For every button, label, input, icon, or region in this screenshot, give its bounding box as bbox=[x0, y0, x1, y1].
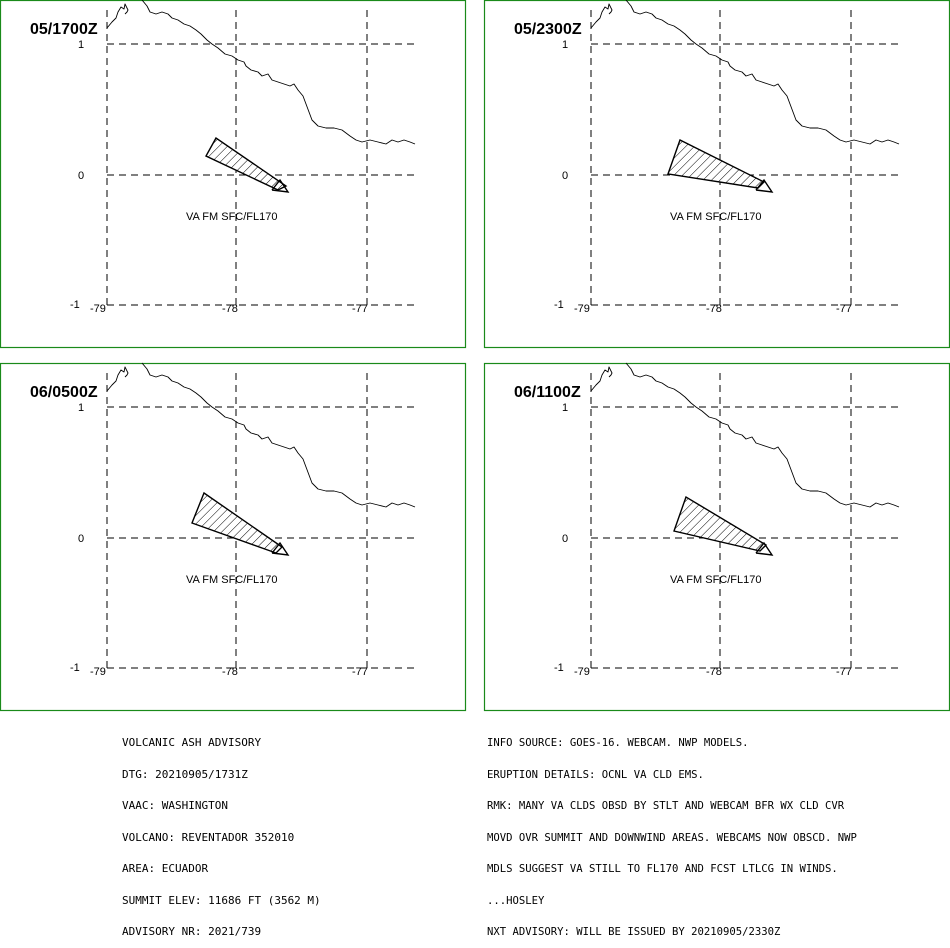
panel-frame bbox=[0, 0, 467, 349]
panel-time: 05/1700Z bbox=[30, 21, 98, 38]
lon-tick: -77 bbox=[352, 303, 368, 315]
lon-tick: -77 bbox=[836, 303, 852, 315]
advisory-line: VOLCANO: REVENTADOR 352010 bbox=[122, 830, 295, 844]
coastline bbox=[590, 0, 900, 145]
lat-tick: -1 bbox=[70, 662, 80, 674]
lat-tick: 0 bbox=[562, 170, 568, 182]
lon-tick: -79 bbox=[574, 666, 590, 678]
volcano-marker bbox=[271, 178, 290, 193]
lat-tick: 0 bbox=[78, 170, 84, 182]
advisory-line: MDLS SUGGEST VA STILL TO FL170 AND FCST … bbox=[487, 863, 838, 875]
forecast-panel: 06/1100Z VA FM SFC/FL170 1 0 -1 -79 -78 … bbox=[483, 362, 950, 712]
lon-tick: -79 bbox=[90, 666, 106, 678]
lon-tick: -77 bbox=[836, 666, 852, 678]
panel-time: 06/1100Z bbox=[514, 384, 581, 401]
lat-tick: 1 bbox=[562, 402, 568, 414]
lon-tick: -78 bbox=[706, 303, 722, 315]
volcano-marker bbox=[755, 178, 774, 193]
advisory-line: ...HOSLEY bbox=[487, 894, 545, 907]
advisory-line: DTG: 20210905/1731Z bbox=[122, 767, 248, 781]
lat-tick: 1 bbox=[78, 39, 84, 51]
advisory-line: RMK: MANY VA CLDS OBSD BY STLT AND WEBCA… bbox=[487, 800, 845, 812]
coastline bbox=[590, 362, 900, 508]
advisory-line: MOVD OVR SUMMIT AND DOWNWIND AREAS. WEBC… bbox=[487, 831, 857, 844]
lon-tick: -78 bbox=[222, 666, 238, 678]
volcano-marker bbox=[271, 541, 290, 556]
forecast-panel: 05/2300Z VA FM SFC/FL170 1 0 -1 -79 -78 … bbox=[483, 0, 950, 349]
coastline bbox=[106, 0, 416, 145]
advisory-line: INFO SOURCE: GOES-16. WEBCAM. NWP MODELS… bbox=[487, 737, 749, 749]
ash-label: VA FM SFC/FL170 bbox=[186, 574, 278, 586]
advisory-line: ADVISORY NR: 2021/739 bbox=[122, 925, 262, 938]
advisory-line: VAAC: WASHINGTON bbox=[122, 799, 228, 812]
lat-tick: 1 bbox=[562, 39, 568, 51]
lat-tick: 0 bbox=[78, 533, 84, 545]
lat-tick: -1 bbox=[554, 299, 564, 311]
advisory-line: ERUPTION DETAILS: OCNL VA CLD EMS. bbox=[487, 768, 704, 781]
lat-tick: -1 bbox=[554, 662, 564, 674]
advisory-text-left: VOLCANIC ASH ADVISORY DTG: 20210905/1731… bbox=[122, 717, 321, 948]
panel-time: 05/2300Z bbox=[514, 21, 582, 38]
lon-tick: -79 bbox=[574, 303, 590, 315]
lon-tick: -77 bbox=[352, 666, 368, 678]
panel-time: 06/0500Z bbox=[30, 384, 98, 401]
advisory-text-right: INFO SOURCE: GOES-16. WEBCAM. NWP MODELS… bbox=[487, 717, 857, 948]
ash-cloud-polygon bbox=[205, 136, 288, 191]
lon-tick: -79 bbox=[90, 303, 106, 315]
forecast-panel: 06/0500Z VA FM SFC/FL170 1 0 -1 -79 -78 … bbox=[0, 362, 467, 712]
coastline bbox=[106, 362, 416, 508]
ash-label: VA FM SFC/FL170 bbox=[670, 574, 762, 586]
advisory-line: SUMMIT ELEV: 11686 FT (3562 M) bbox=[122, 893, 321, 907]
ash-label: VA FM SFC/FL170 bbox=[670, 211, 762, 223]
lat-tick: -1 bbox=[70, 299, 80, 311]
volcano-marker bbox=[755, 541, 774, 556]
advisory-line: NXT ADVISORY: WILL BE ISSUED BY 20210905… bbox=[487, 926, 781, 938]
ash-cloud-polygon bbox=[673, 495, 768, 552]
ash-label: VA FM SFC/FL170 bbox=[186, 211, 278, 223]
lon-tick: -78 bbox=[706, 666, 722, 678]
forecast-panel: 05/1700Z VA FM SFC/FL170 1 0 -1 -79 -78 … bbox=[0, 0, 467, 349]
ash-cloud-polygon bbox=[667, 139, 766, 189]
advisory-line: AREA: ECUADOR bbox=[122, 862, 209, 875]
lat-tick: 0 bbox=[562, 533, 568, 545]
ash-cloud-polygon bbox=[191, 491, 284, 554]
map-canvas: 05/1700Z VA FM SFC/FL170 1 0 -1 -79 -78 … bbox=[0, 0, 950, 712]
advisory-line: VOLCANIC ASH ADVISORY bbox=[122, 736, 262, 749]
lat-tick: 1 bbox=[78, 402, 84, 414]
lon-tick: -78 bbox=[222, 303, 238, 315]
panel-frame bbox=[0, 362, 467, 712]
